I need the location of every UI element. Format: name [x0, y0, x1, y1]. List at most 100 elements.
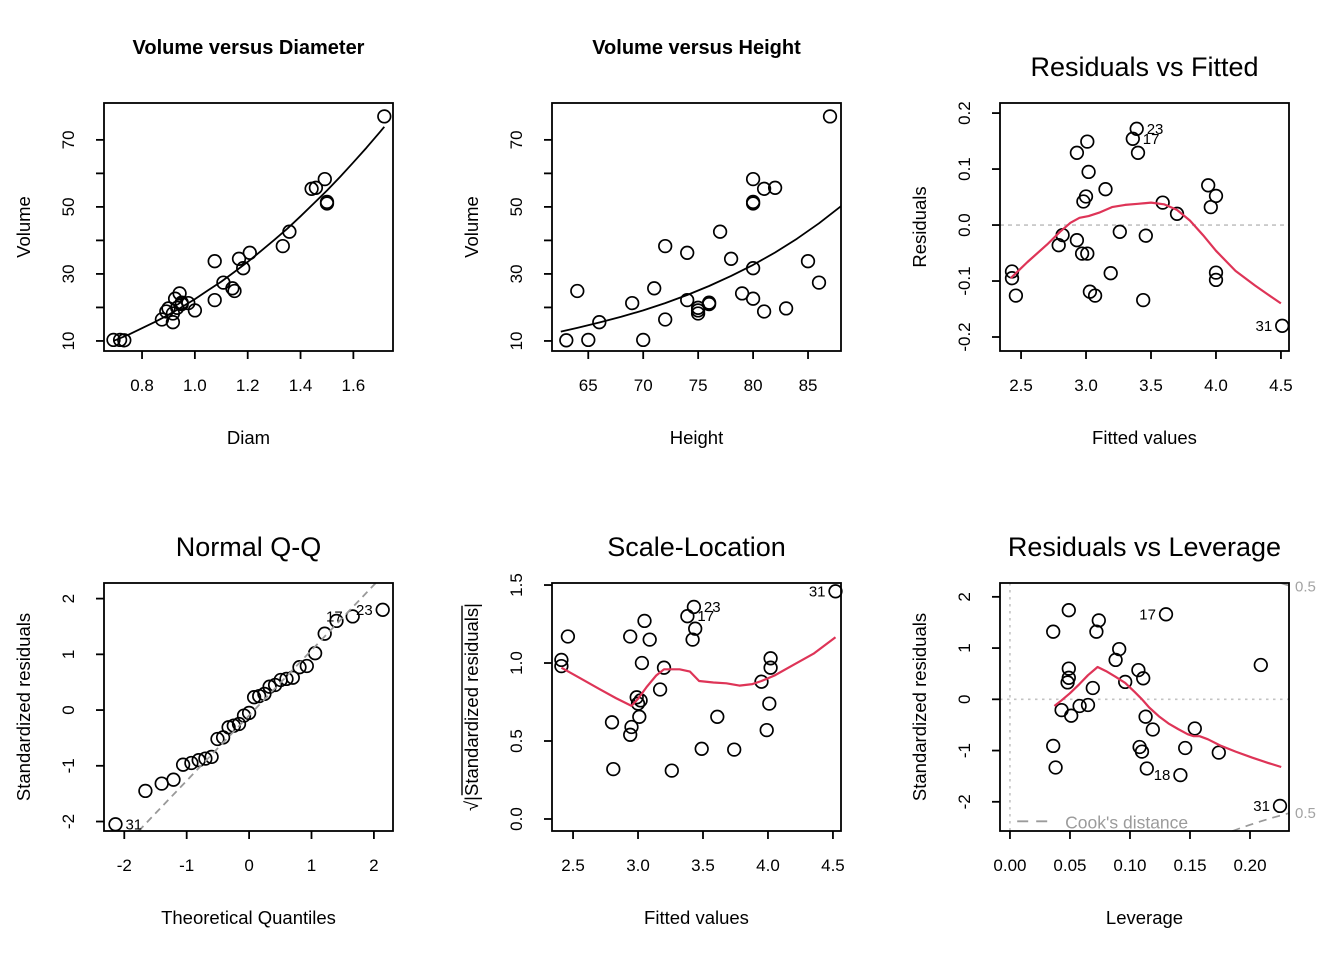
data-point [652, 682, 668, 697]
data-point [377, 109, 392, 124]
data-point [581, 332, 596, 348]
x-tick-label: 3.5 [1139, 376, 1163, 395]
y-tick-label: -2 [59, 814, 78, 829]
y-axis-label: Standardized residuals [909, 613, 930, 801]
data-point [685, 632, 700, 647]
data-point [634, 655, 650, 671]
data-point [227, 283, 242, 299]
data-point [175, 757, 191, 772]
x-tick-label: 65 [579, 376, 598, 395]
data-point [236, 261, 251, 276]
data-point [138, 783, 153, 799]
data-point [688, 621, 703, 636]
data-point [1208, 265, 1224, 280]
plot-box [551, 582, 842, 832]
y-tick-label: 0.1 [955, 157, 974, 181]
data-point [1201, 178, 1216, 193]
data-point [1145, 722, 1160, 737]
data-point [319, 196, 335, 211]
data-point [1069, 145, 1085, 160]
data-point [117, 333, 132, 348]
data-point [636, 332, 651, 348]
qq-line [137, 582, 377, 832]
panel-title: Normal Q-Q [176, 532, 322, 562]
annotation-0-5: 0.5 [1295, 805, 1316, 822]
data-point [1136, 671, 1151, 686]
data-point [625, 295, 640, 311]
panel-residuals-vs-fitted: 2.5 3.0 3.5 4.0 4.5 -0.2 -0.1 0.0 0.1 0.2 Residual… [909, 52, 1293, 448]
y-tick-label: 10 [507, 331, 526, 350]
y-tick-label: 2 [955, 592, 974, 601]
data-point [745, 261, 761, 276]
x-tick-label: 2.5 [561, 856, 585, 875]
data-point [710, 709, 725, 724]
point-label: 17 [326, 608, 343, 625]
point-label: 17 [697, 608, 714, 625]
point-label: 31 [809, 583, 826, 600]
x-tick-label: 0.10 [1113, 856, 1146, 875]
data-point [1138, 228, 1153, 243]
data-point [642, 632, 657, 647]
data-point [1080, 246, 1095, 261]
data-point [592, 315, 607, 330]
x-tick-label: 0.15 [1173, 856, 1206, 875]
x-axis-label: Height [670, 427, 723, 448]
data-point [1275, 318, 1290, 333]
data-point [560, 629, 576, 644]
data-point [1087, 288, 1103, 303]
svg-text:Standardized residuals: Standardized residuals [909, 613, 930, 801]
data-point [1046, 738, 1061, 754]
data-point [187, 303, 203, 318]
y-tick-label: -0.2 [955, 322, 974, 351]
data-point [756, 304, 772, 319]
data-point [767, 180, 783, 195]
y-tick-label: 1 [59, 650, 78, 659]
panel-title: Residuals vs Leverage [1008, 532, 1281, 562]
data-point [198, 751, 213, 766]
data-point [299, 658, 314, 674]
data-point [1125, 131, 1140, 146]
data-point [647, 281, 662, 296]
svg-text:√|Standardized residuals|: √|Standardized residuals| [461, 603, 482, 811]
data-point [1069, 233, 1085, 248]
data-point [1080, 697, 1096, 713]
x-tick-label: 2.5 [1009, 376, 1033, 395]
data-point [275, 238, 290, 254]
data-point [623, 629, 638, 644]
x-tick-label: 1 [307, 856, 316, 875]
point-label: 17 [1143, 131, 1160, 148]
data-point [604, 715, 620, 730]
data-point [1081, 164, 1096, 180]
x-tick-label: 85 [799, 376, 818, 395]
data-point [1136, 292, 1151, 308]
data-point [1272, 798, 1288, 814]
y-tick-label: 30 [507, 264, 526, 283]
y-tick-label: 2 [59, 594, 78, 603]
y-tick-label: 0.0 [955, 213, 974, 237]
data-point [800, 254, 816, 269]
data-point [1046, 624, 1061, 639]
y-tick-label: 0.5 [507, 729, 526, 753]
data-point [317, 171, 332, 187]
data-point [375, 602, 390, 617]
panel-normal-qq: -2 -1 0 1 2 -2 -1 0 1 2 Normal Q-Q Theoretical Quan… [13, 532, 394, 928]
x-tick-label: 0.20 [1233, 856, 1266, 875]
data-point [637, 613, 652, 629]
data-point [658, 312, 673, 327]
svg-text:Standardized residuals: Standardized residuals [13, 613, 34, 801]
point-label: 31 [1256, 318, 1273, 335]
data-point [1085, 680, 1100, 696]
data-point [723, 251, 739, 266]
data-point [1091, 613, 1106, 628]
data-point [1112, 641, 1127, 657]
panel-residuals-vs-leverage: 0.00 0.05 0.10 0.15 0.20 -2 -1 0 1 2 Residuals vs … [909, 532, 1316, 928]
data-point [154, 776, 169, 791]
data-point [1054, 702, 1069, 718]
data-point [554, 652, 569, 668]
data-point [1131, 662, 1146, 678]
data-point [1089, 624, 1104, 639]
plot-box [551, 102, 842, 352]
panel-title: Volume versus Height [592, 37, 801, 59]
y-tick-label: -0.1 [955, 266, 974, 295]
data-point [285, 670, 300, 685]
